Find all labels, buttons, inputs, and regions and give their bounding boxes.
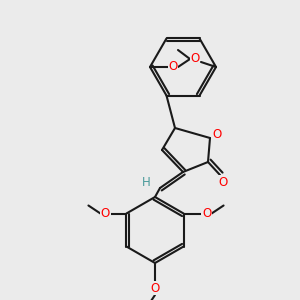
Text: O: O bbox=[212, 128, 222, 140]
Text: O: O bbox=[202, 207, 211, 220]
Text: O: O bbox=[190, 52, 200, 65]
Text: O: O bbox=[101, 207, 110, 220]
Text: H: H bbox=[142, 176, 150, 190]
Text: O: O bbox=[218, 176, 228, 188]
Text: O: O bbox=[168, 61, 178, 74]
Text: O: O bbox=[150, 281, 160, 295]
